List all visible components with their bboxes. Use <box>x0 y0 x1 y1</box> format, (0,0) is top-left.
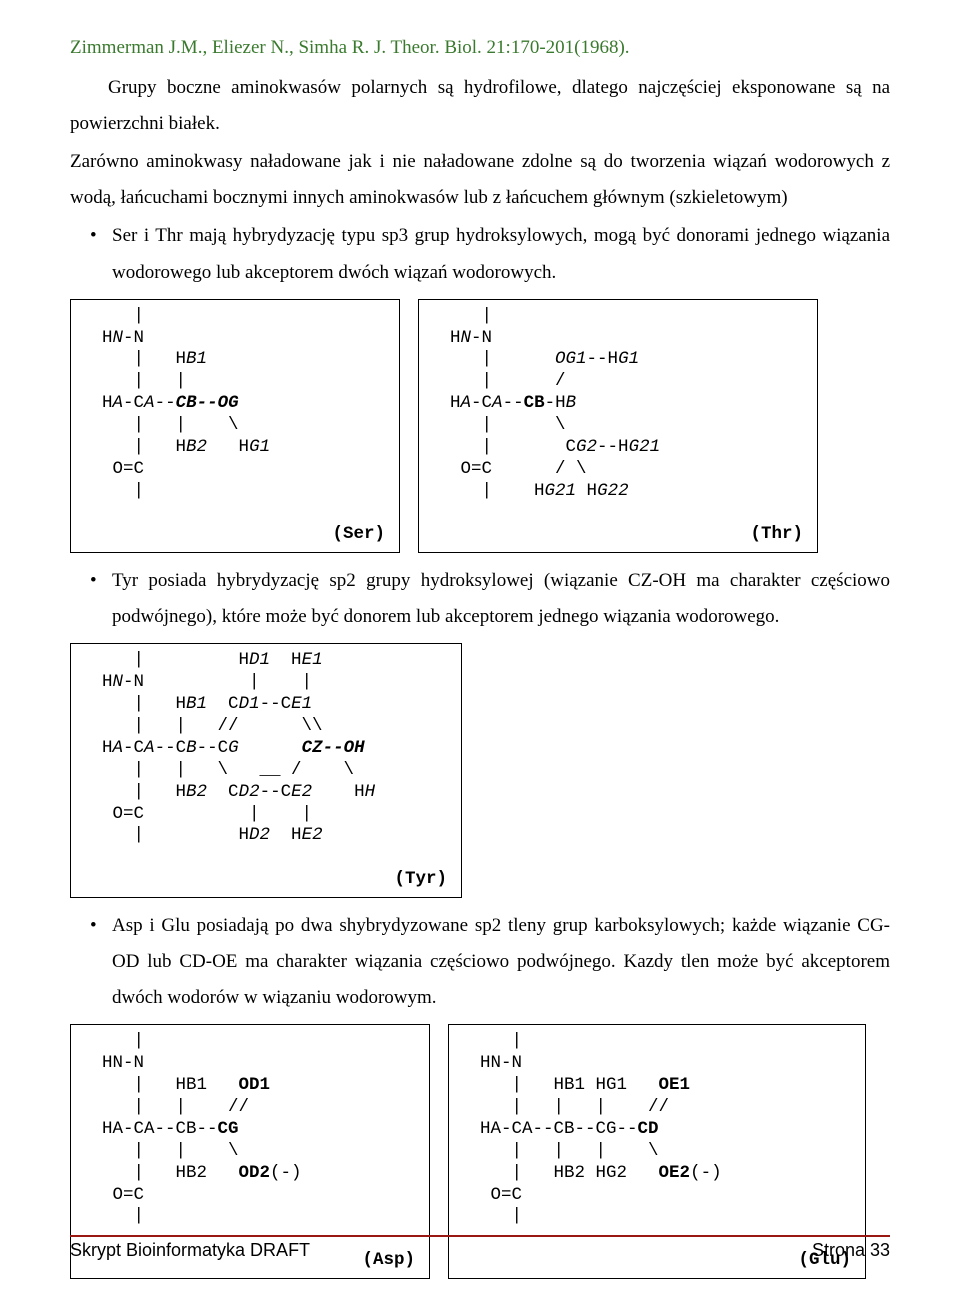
paragraph-2: Zarówno aminokwasy naładowane jak i nie … <box>70 144 890 216</box>
diagram-row-tyr: | HD1 HE1 HN-N | | | HB1 CD1--CE1 | | //… <box>70 643 890 898</box>
bullet-3: Asp i Glu posiadają po dwa shybrydyzowan… <box>112 908 890 1016</box>
diagram-label-ser: (Ser) <box>332 524 385 546</box>
bullet-1: Ser i Thr mają hybrydyzację typu sp3 gru… <box>112 218 890 290</box>
citation-text: Zimmerman J.M., Eliezer N., Simha R. J. … <box>70 30 890 66</box>
footer-right: Strona 33 <box>812 1233 890 1267</box>
diagram-row-ser-thr: | HN-N | HB1 | | HA-CA--CB--OG | | \ | H… <box>70 299 890 554</box>
diagram-label-tyr: (Tyr) <box>394 869 447 891</box>
diagram-tyr: | HD1 HE1 HN-N | | | HB1 CD1--CE1 | | //… <box>70 643 462 898</box>
bullet-list-1: Ser i Thr mają hybrydyzację typu sp3 gru… <box>70 218 890 290</box>
page-footer: Skrypt Bioinformatyka DRAFT Strona 33 <box>70 1233 890 1267</box>
bullet-list-2: Tyr posiada hybrydyzację sp2 grupy hydro… <box>70 563 890 635</box>
diagram-ser: | HN-N | HB1 | | HA-CA--CB--OG | | \ | H… <box>70 299 400 554</box>
bullet-list-3: Asp i Glu posiadają po dwa shybrydyzowan… <box>70 908 890 1016</box>
paragraph-1: Grupy boczne aminokwasów polarnych są hy… <box>70 70 890 142</box>
footer-left: Skrypt Bioinformatyka DRAFT <box>70 1233 310 1267</box>
diagram-thr: | HN-N | OG1--HG1 | / HA-CA--CB-HB | \ |… <box>418 299 818 554</box>
bullet-2: Tyr posiada hybrydyzację sp2 grupy hydro… <box>112 563 890 635</box>
diagram-label-thr: (Thr) <box>750 524 803 546</box>
